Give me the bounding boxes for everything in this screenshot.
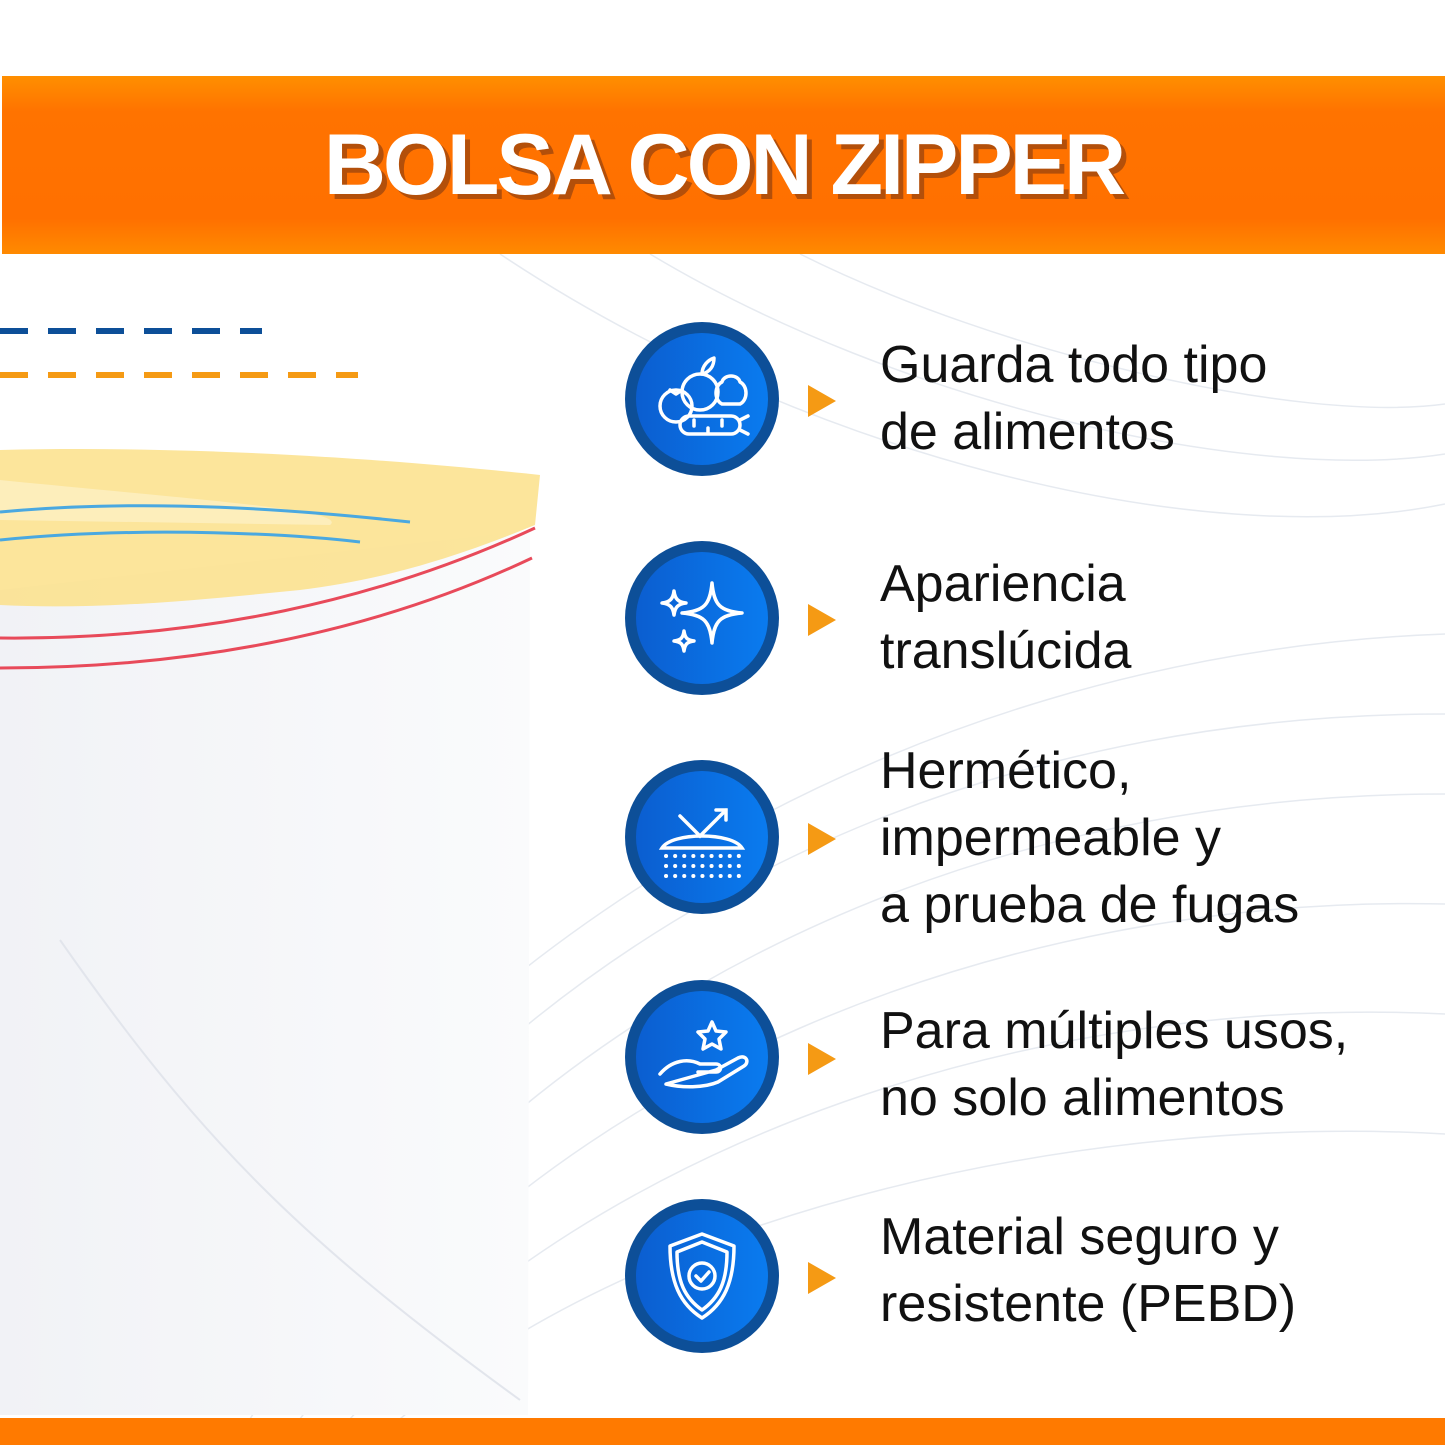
waterproof-icon bbox=[658, 808, 746, 878]
feature-item: Hermético, impermeable y a prueba de fug… bbox=[625, 742, 1425, 934]
sparkles-icon bbox=[660, 581, 744, 653]
feature-text-line: Para múltiples usos, bbox=[880, 1002, 1349, 1060]
icon-circle bbox=[625, 980, 779, 1134]
zipper-bag-image bbox=[0, 449, 540, 1415]
fruits-vegetables-icon bbox=[658, 356, 750, 436]
bullet-arrow-icon bbox=[808, 1043, 836, 1075]
feature-text-line: Hermético, bbox=[880, 742, 1132, 800]
icon-circle bbox=[625, 760, 779, 914]
bullet-arrow-icon bbox=[808, 604, 836, 636]
page-title: BOLSA CON ZIPPER bbox=[323, 116, 1126, 213]
feature-text-line: resistente (PEBD) bbox=[880, 1275, 1297, 1333]
bullet-arrow-icon bbox=[808, 385, 836, 417]
icon-circle bbox=[625, 541, 779, 695]
feature-text-line: no solo alimentos bbox=[880, 1069, 1285, 1127]
feature-text-line: translúcida bbox=[880, 622, 1132, 680]
shield-check-icon bbox=[668, 1232, 736, 1320]
blue-dashed-line bbox=[0, 328, 262, 334]
bullet-arrow-icon bbox=[808, 1262, 836, 1294]
icon-circle bbox=[625, 322, 779, 476]
bullet-arrow-icon bbox=[808, 823, 836, 855]
hand-star-icon bbox=[658, 1020, 749, 1089]
feature-item: Para múltiples usos, no solo alimentos bbox=[625, 980, 1425, 1140]
feature-text-line: Guarda todo tipo bbox=[880, 336, 1268, 394]
feature-item: Material seguro y resistente (PEBD) bbox=[625, 1199, 1425, 1359]
feature-item: Apariencia translúcida bbox=[625, 541, 1425, 701]
title-banner: BOLSA CON ZIPPER bbox=[2, 76, 1445, 254]
feature-text-line: de alimentos bbox=[880, 403, 1175, 461]
feature-text-line: Apariencia bbox=[880, 555, 1126, 613]
feature-item: Guarda todo tipo de alimentos bbox=[625, 322, 1425, 482]
feature-text-line: impermeable y bbox=[880, 809, 1222, 867]
orange-dashed-line bbox=[0, 372, 358, 378]
feature-text-line: a prueba de fugas bbox=[880, 876, 1300, 934]
icon-circle bbox=[625, 1199, 779, 1353]
bottom-bar bbox=[0, 1418, 1445, 1445]
feature-text-line: Material seguro y bbox=[880, 1208, 1279, 1266]
